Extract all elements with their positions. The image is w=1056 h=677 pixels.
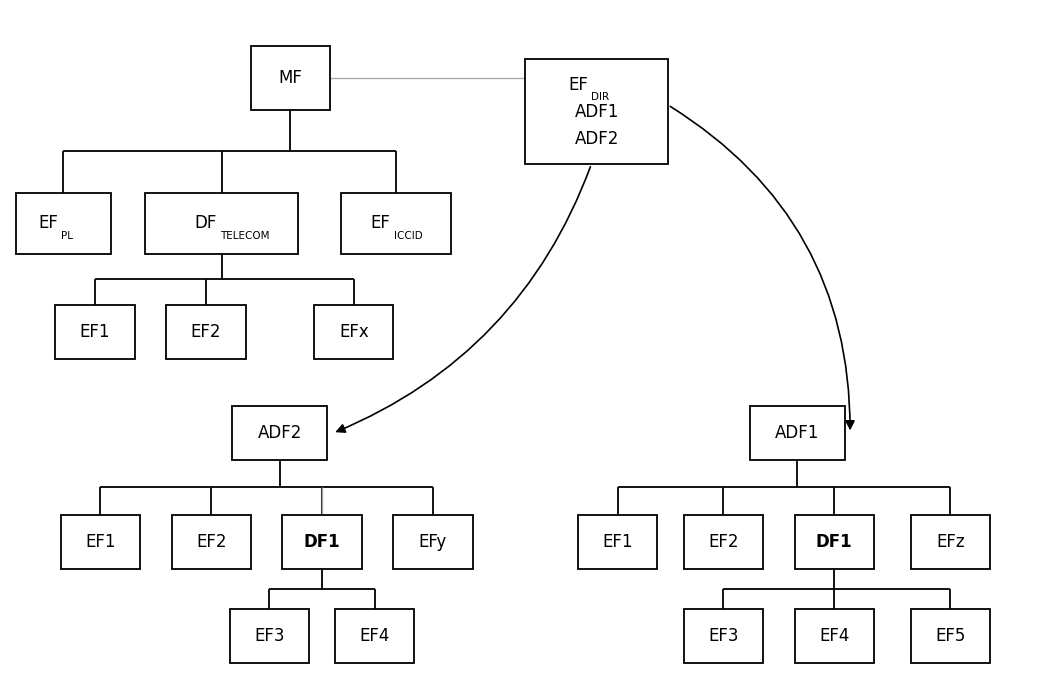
Text: ADF1: ADF1	[775, 424, 819, 442]
Bar	[146, 193, 298, 254]
Bar	[795, 609, 874, 663]
Text: DF: DF	[194, 215, 216, 232]
FancyArrowPatch shape	[671, 106, 854, 429]
Text: ICCID: ICCID	[394, 231, 422, 240]
Text: DIR: DIR	[591, 92, 609, 102]
Bar	[61, 515, 139, 569]
Text: EF: EF	[371, 215, 391, 232]
Text: PL: PL	[61, 231, 73, 240]
Text: ADF2: ADF2	[574, 130, 619, 148]
Bar	[910, 515, 991, 569]
Text: EF1: EF1	[80, 323, 110, 341]
Bar	[171, 515, 251, 569]
Bar	[16, 193, 111, 254]
Bar	[232, 406, 327, 460]
Bar	[283, 515, 362, 569]
Text: EF5: EF5	[936, 628, 965, 645]
Bar	[315, 305, 393, 359]
Text: EF3: EF3	[254, 628, 284, 645]
Bar	[684, 609, 762, 663]
Text: ADF1: ADF1	[574, 103, 619, 121]
Text: EF: EF	[568, 76, 588, 93]
Text: EFx: EFx	[339, 323, 369, 341]
Text: EF1: EF1	[603, 533, 633, 550]
Text: TELECOM: TELECOM	[220, 231, 269, 240]
Bar	[795, 515, 874, 569]
Bar	[525, 59, 667, 164]
Bar	[230, 609, 308, 663]
Text: MF: MF	[279, 69, 302, 87]
Text: EF1: EF1	[86, 533, 115, 550]
FancyArrowPatch shape	[337, 167, 590, 432]
Text: DF1: DF1	[816, 533, 852, 550]
Bar	[684, 515, 762, 569]
Text: EF4: EF4	[819, 628, 849, 645]
Text: DF1: DF1	[304, 533, 340, 550]
Bar	[750, 406, 845, 460]
Bar	[336, 609, 414, 663]
Text: EF: EF	[38, 215, 58, 232]
Text: EFy: EFy	[419, 533, 447, 550]
Bar	[340, 193, 452, 254]
Text: EF2: EF2	[709, 533, 738, 550]
Text: EF3: EF3	[709, 628, 738, 645]
Bar	[55, 305, 135, 359]
Bar	[251, 45, 329, 110]
Bar	[910, 609, 991, 663]
Text: EF2: EF2	[196, 533, 226, 550]
Bar	[579, 515, 657, 569]
Text: ADF2: ADF2	[258, 424, 302, 442]
Text: EF4: EF4	[360, 628, 390, 645]
Bar	[393, 515, 473, 569]
Text: EFz: EFz	[936, 533, 965, 550]
Text: EF2: EF2	[191, 323, 221, 341]
Bar	[167, 305, 245, 359]
